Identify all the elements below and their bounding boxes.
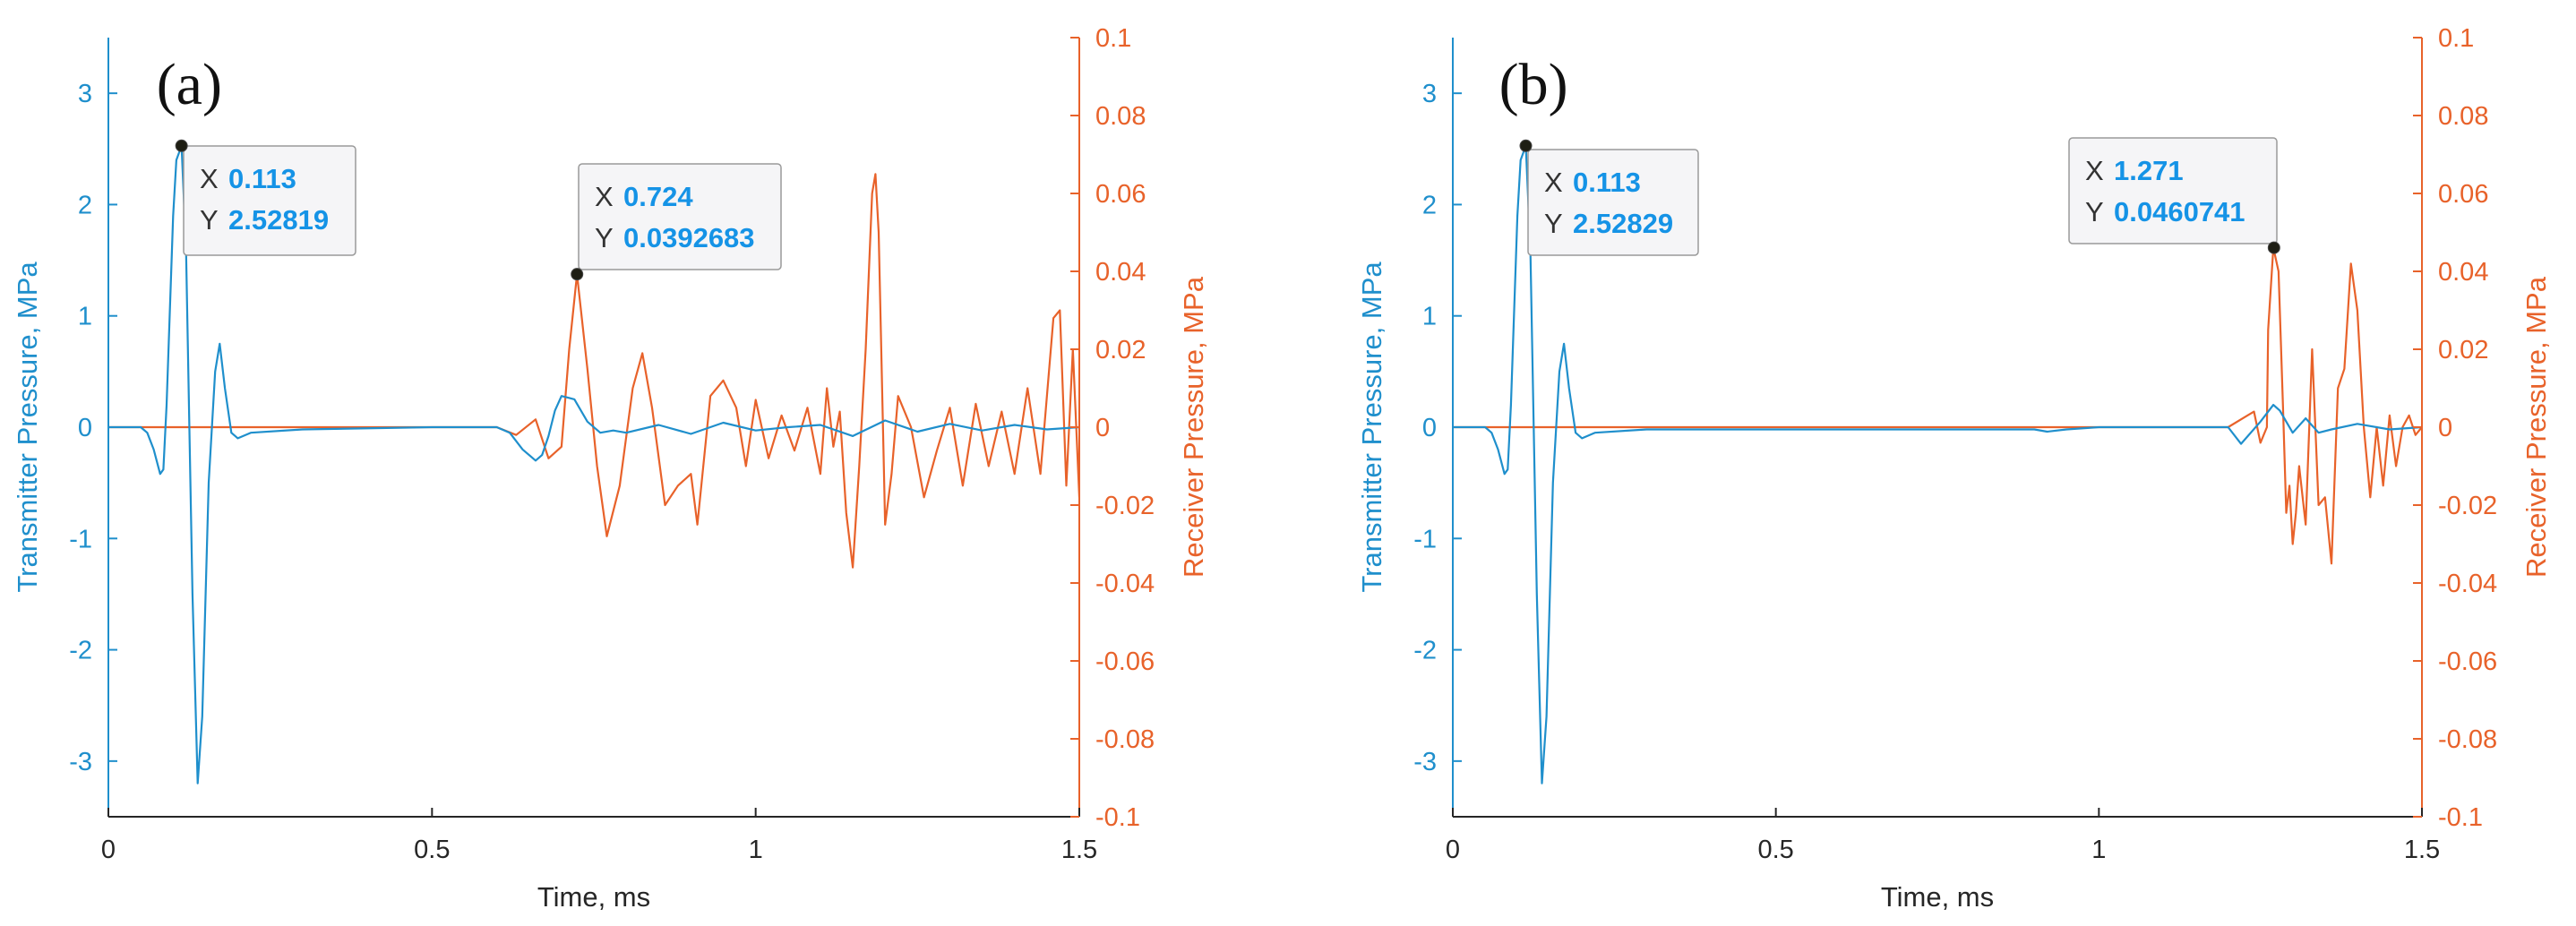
right-y-tick-label: 0.02 bbox=[2438, 336, 2488, 364]
receiver-pressure-line bbox=[1453, 246, 2422, 565]
panel-label: (b) bbox=[1499, 52, 1568, 117]
right-y-tick-label: -0.1 bbox=[1095, 803, 1140, 832]
right-y-tick-label: 0.04 bbox=[2438, 258, 2488, 287]
left-y-tick-label: -1 bbox=[1413, 525, 1437, 553]
left-y-axis-label: Transmitter Pressure, MPa bbox=[1356, 262, 1387, 593]
data-tip-y-key: Y bbox=[200, 204, 219, 236]
right-y-tick-label: 0 bbox=[1095, 414, 1110, 442]
right-y-tick-label: 0.02 bbox=[1095, 336, 1146, 364]
data-tip-y-value: 2.52819 bbox=[228, 204, 329, 236]
x-tick-label: 1.5 bbox=[2404, 836, 2440, 864]
data-tip-y-key: Y bbox=[1544, 208, 1563, 239]
data-tip-x-key: X bbox=[2085, 155, 2104, 186]
right-y-tick-label: 0.08 bbox=[1095, 102, 1146, 131]
right-y-tick-label: 0.08 bbox=[2438, 102, 2488, 131]
data-tip-2: X 0.724 Y 0.0392683 bbox=[571, 163, 782, 281]
right-y-tick-label: -0.08 bbox=[2438, 725, 2497, 754]
left-y-tick-label: -2 bbox=[69, 637, 92, 665]
left-y-tick-label: -3 bbox=[1413, 748, 1437, 776]
x-tick-label: 0 bbox=[1446, 836, 1460, 864]
right-y-tick-label: -0.1 bbox=[2438, 803, 2483, 832]
right-y-axis-label: Receiver Pressure, MPa bbox=[1178, 276, 1209, 578]
left-y-tick-label: -3 bbox=[69, 748, 92, 776]
receiver-pressure-line bbox=[108, 173, 1079, 569]
left-y-tick-label: 1 bbox=[78, 303, 92, 331]
left-y-tick-label: 0 bbox=[1422, 414, 1437, 442]
data-tip-x-key: X bbox=[200, 163, 219, 194]
data-tip-box bbox=[1527, 149, 1699, 256]
right-y-tick-label: 0.04 bbox=[1095, 258, 1146, 287]
right-y-tick-label: 0.1 bbox=[1095, 24, 1131, 53]
data-tip-y-value: 2.52829 bbox=[1573, 208, 1673, 239]
chart-panel-a: 0 0.5 1 1.5 -3 -2 -1 0 1 2 3 -0.1 -0.08 -0.06 -0.04 -0.… bbox=[12, 24, 1209, 913]
right-y-tick-label: -0.04 bbox=[1095, 570, 1155, 598]
data-tip-x-value: 0.113 bbox=[228, 163, 296, 194]
data-tip-1: X 0.113 Y 2.52819 bbox=[175, 139, 356, 256]
right-y-tick-label: -0.06 bbox=[1095, 647, 1155, 676]
left-y-axis-label: Transmitter Pressure, MPa bbox=[12, 262, 43, 593]
right-y-tick-label: 0.06 bbox=[1095, 180, 1146, 209]
right-y-tick-label: -0.02 bbox=[2438, 492, 2497, 520]
right-y-tick-label: -0.08 bbox=[1095, 725, 1155, 754]
right-y-tick-label: 0.06 bbox=[2438, 180, 2488, 209]
data-tip-x-key: X bbox=[595, 181, 614, 212]
data-tip-x-key: X bbox=[1544, 167, 1563, 198]
data-tip-1: X 0.113 Y 2.52829 bbox=[1519, 139, 1699, 256]
data-tip-marker bbox=[175, 139, 188, 152]
left-y-tick-label: 2 bbox=[78, 191, 92, 219]
data-tip-y-value: 0.0392683 bbox=[623, 222, 755, 253]
right-y-tick-label: 0 bbox=[2438, 414, 2452, 442]
right-y-tick-label: -0.06 bbox=[2438, 647, 2497, 676]
x-tick-label: 1 bbox=[749, 836, 763, 864]
left-y-tick-label: 0 bbox=[78, 414, 92, 442]
data-tip-x-value: 1.271 bbox=[2114, 155, 2184, 186]
x-tick-label: 0.5 bbox=[1758, 836, 1794, 864]
data-tip-marker bbox=[1519, 139, 1533, 152]
chart-panel-b: 0 0.5 1 1.5 -3 -2 -1 0 1 2 3 -0.1 -0.08 -0.06 -0.04 -0.… bbox=[1356, 24, 2552, 913]
x-axis-label: Time, ms bbox=[1881, 881, 1994, 913]
left-y-tick-label: -2 bbox=[1413, 637, 1437, 665]
data-tip-x-value: 0.113 bbox=[1573, 167, 1641, 198]
right-y-tick-label: -0.04 bbox=[2438, 570, 2497, 598]
transmitter-pressure-line bbox=[1453, 144, 2422, 785]
x-axis-label: Time, ms bbox=[537, 881, 650, 913]
data-tip-y-key: Y bbox=[595, 222, 614, 253]
data-tip-box bbox=[2068, 137, 2278, 244]
data-tip-x-value: 0.724 bbox=[623, 181, 693, 212]
data-tip-y-key: Y bbox=[2085, 196, 2104, 227]
left-y-tick-label: 3 bbox=[78, 80, 92, 108]
data-tip-2: X 1.271 Y 0.0460741 bbox=[2068, 137, 2280, 254]
transmitter-pressure-line bbox=[108, 144, 1079, 785]
data-tip-box bbox=[578, 163, 782, 270]
left-y-tick-label: 3 bbox=[1422, 80, 1437, 108]
x-tick-label: 1 bbox=[2091, 836, 2106, 864]
x-tick-label: 0.5 bbox=[414, 836, 450, 864]
panel-label: (a) bbox=[157, 52, 222, 117]
right-y-axis-label: Receiver Pressure, MPa bbox=[2520, 276, 2552, 578]
right-y-tick-label: 0.1 bbox=[2438, 24, 2474, 53]
data-tip-y-value: 0.0460741 bbox=[2114, 196, 2245, 227]
left-y-tick-label: -1 bbox=[69, 525, 92, 553]
data-tip-marker bbox=[571, 268, 584, 281]
left-y-tick-label: 1 bbox=[1422, 303, 1437, 331]
x-tick-label: 0 bbox=[101, 836, 116, 864]
left-y-tick-label: 2 bbox=[1422, 191, 1437, 219]
data-tip-box bbox=[183, 145, 356, 256]
right-y-tick-label: -0.02 bbox=[1095, 492, 1155, 520]
x-tick-label: 1.5 bbox=[1061, 836, 1097, 864]
data-tip-marker bbox=[2267, 241, 2280, 254]
